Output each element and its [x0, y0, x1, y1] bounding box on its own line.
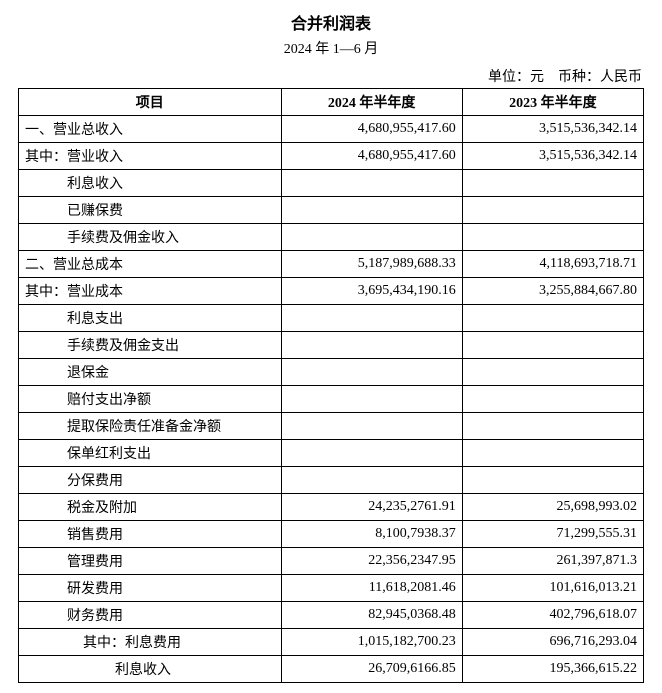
row-label: 其中：利息费用 [19, 629, 282, 656]
row-y2024: 82,945,0368.48 [281, 602, 462, 629]
row-y2024 [281, 224, 462, 251]
table-row: 分保费用 [19, 467, 644, 494]
table-row: 财务费用82,945,0368.48402,796,618.07 [19, 602, 644, 629]
table-row: 二、营业总成本5,187,989,688.334,118,693,718.71 [19, 251, 644, 278]
row-label: 手续费及佣金支出 [19, 332, 282, 359]
header-item: 项目 [19, 89, 282, 116]
row-y2023: 261,397,871.3 [462, 548, 643, 575]
row-y2023: 101,616,013.21 [462, 575, 643, 602]
row-label: 利息支出 [19, 305, 282, 332]
row-y2023 [462, 224, 643, 251]
table-row: 税金及附加24,235,2761.9125,698,993.02 [19, 494, 644, 521]
row-label: 研发费用 [19, 575, 282, 602]
row-label: 分保费用 [19, 467, 282, 494]
table-row: 已赚保费 [19, 197, 644, 224]
row-y2023 [462, 170, 643, 197]
table-row: 研发费用11,618,2081.46101,616,013.21 [19, 575, 644, 602]
row-label: 退保金 [19, 359, 282, 386]
row-y2024 [281, 305, 462, 332]
row-label: 一、营业总收入 [19, 116, 282, 143]
table-row: 其中：利息费用1,015,182,700.23696,716,293.04 [19, 629, 644, 656]
row-y2023 [462, 332, 643, 359]
row-y2023: 71,299,555.31 [462, 521, 643, 548]
row-y2024 [281, 170, 462, 197]
table-row: 其中：营业收入4,680,955,417.603,515,536,342.14 [19, 143, 644, 170]
row-label: 赔付支出净额 [19, 386, 282, 413]
row-y2024: 24,235,2761.91 [281, 494, 462, 521]
row-y2023 [462, 359, 643, 386]
row-y2024 [281, 467, 462, 494]
row-label: 管理费用 [19, 548, 282, 575]
table-row: 销售费用8,100,7938.3771,299,555.31 [19, 521, 644, 548]
row-y2023: 696,716,293.04 [462, 629, 643, 656]
row-y2024: 1,015,182,700.23 [281, 629, 462, 656]
row-y2024: 11,618,2081.46 [281, 575, 462, 602]
row-y2024: 3,695,434,190.16 [281, 278, 462, 305]
row-y2023: 4,118,693,718.71 [462, 251, 643, 278]
unit-label: 单位：元 币种：人民币 [18, 66, 644, 86]
table-row: 利息支出 [19, 305, 644, 332]
table-row: 退保金 [19, 359, 644, 386]
row-label: 其中：营业收入 [19, 143, 282, 170]
row-y2023 [462, 305, 643, 332]
row-label: 二、营业总成本 [19, 251, 282, 278]
row-y2023: 195,366,615.22 [462, 656, 643, 683]
header-y2023: 2023 年半年度 [462, 89, 643, 116]
table-row: 一、营业总收入4,680,955,417.603,515,536,342.14 [19, 116, 644, 143]
page-title: 合并利润表 [18, 10, 644, 34]
row-y2024: 5,187,989,688.33 [281, 251, 462, 278]
row-y2023 [462, 386, 643, 413]
page-subtitle: 2024 年 1—6 月 [18, 38, 644, 58]
header-y2024: 2024 年半年度 [281, 89, 462, 116]
row-y2024: 4,680,955,417.60 [281, 143, 462, 170]
row-label: 税金及附加 [19, 494, 282, 521]
row-y2023: 3,515,536,342.14 [462, 143, 643, 170]
row-y2024 [281, 413, 462, 440]
row-y2024 [281, 440, 462, 467]
row-y2023 [462, 440, 643, 467]
row-label: 手续费及佣金收入 [19, 224, 282, 251]
row-y2023: 402,796,618.07 [462, 602, 643, 629]
table-row: 赔付支出净额 [19, 386, 644, 413]
row-label: 利息收入 [19, 656, 282, 683]
row-y2023: 25,698,993.02 [462, 494, 643, 521]
row-y2023 [462, 413, 643, 440]
row-y2024 [281, 386, 462, 413]
row-y2023 [462, 467, 643, 494]
table-row: 手续费及佣金收入 [19, 224, 644, 251]
table-row: 利息收入26,709,6166.85195,366,615.22 [19, 656, 644, 683]
table-row: 管理费用22,356,2347.95261,397,871.3 [19, 548, 644, 575]
row-y2024 [281, 359, 462, 386]
row-label: 保单红利支出 [19, 440, 282, 467]
table-row: 保单红利支出 [19, 440, 644, 467]
row-y2024: 8,100,7938.37 [281, 521, 462, 548]
row-label: 已赚保费 [19, 197, 282, 224]
row-label: 财务费用 [19, 602, 282, 629]
table-header-row: 项目 2024 年半年度 2023 年半年度 [19, 89, 644, 116]
row-label: 提取保险责任准备金净额 [19, 413, 282, 440]
table-row: 利息收入 [19, 170, 644, 197]
table-row: 提取保险责任准备金净额 [19, 413, 644, 440]
row-y2024: 4,680,955,417.60 [281, 116, 462, 143]
row-y2023 [462, 197, 643, 224]
row-y2024 [281, 197, 462, 224]
income-statement-table: 项目 2024 年半年度 2023 年半年度 一、营业总收入4,680,955,… [18, 88, 644, 683]
table-row: 手续费及佣金支出 [19, 332, 644, 359]
row-y2023: 3,255,884,667.80 [462, 278, 643, 305]
row-label: 其中：营业成本 [19, 278, 282, 305]
row-y2023: 3,515,536,342.14 [462, 116, 643, 143]
row-y2024: 26,709,6166.85 [281, 656, 462, 683]
row-label: 利息收入 [19, 170, 282, 197]
row-y2024: 22,356,2347.95 [281, 548, 462, 575]
table-row: 其中：营业成本3,695,434,190.163,255,884,667.80 [19, 278, 644, 305]
row-y2024 [281, 332, 462, 359]
row-label: 销售费用 [19, 521, 282, 548]
